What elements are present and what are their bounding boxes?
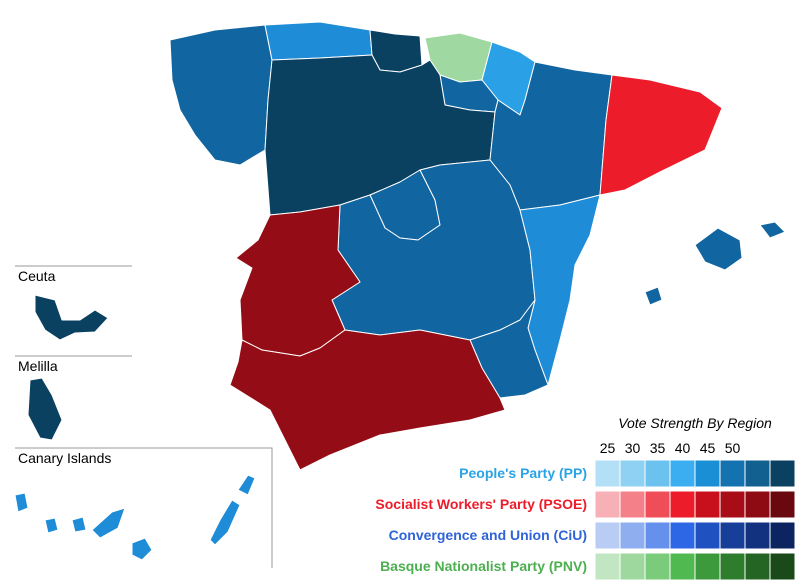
party-label: Basque Nationalist Party (PNV) bbox=[380, 558, 587, 574]
swatch bbox=[594, 459, 621, 488]
swatch bbox=[694, 521, 721, 550]
swatch bbox=[594, 490, 621, 519]
legend: 25 30 35 40 45 50 People's Party (PP) Socialist… bbox=[375, 440, 796, 580]
galicia bbox=[169, 24, 273, 166]
scale-label: 25 bbox=[600, 440, 616, 456]
melilla bbox=[27, 377, 63, 441]
scale-label: 50 bbox=[725, 440, 741, 456]
swatch bbox=[719, 552, 746, 580]
ibiza bbox=[644, 286, 663, 306]
swatch bbox=[619, 552, 646, 580]
swatch bbox=[619, 490, 646, 519]
swatch bbox=[769, 459, 796, 488]
swatch bbox=[769, 552, 796, 580]
mallorca bbox=[694, 227, 743, 271]
gran-canaria bbox=[131, 537, 153, 561]
swatch bbox=[744, 552, 771, 580]
canary-1 bbox=[14, 492, 29, 513]
andalusia bbox=[229, 329, 506, 471]
swatch bbox=[719, 459, 746, 488]
scale-label: 40 bbox=[675, 440, 691, 456]
canary-2 bbox=[44, 517, 59, 534]
party-label: People's Party (PP) bbox=[459, 465, 587, 481]
inset-label: Ceuta bbox=[18, 268, 56, 284]
swatch bbox=[644, 459, 671, 488]
regions bbox=[14, 21, 786, 568]
swatch bbox=[619, 459, 646, 488]
fuerteventura bbox=[209, 499, 241, 546]
tenerife bbox=[91, 507, 126, 539]
swatch bbox=[669, 521, 696, 550]
swatch bbox=[719, 490, 746, 519]
scale-label: 45 bbox=[700, 440, 716, 456]
swatch bbox=[669, 490, 696, 519]
scale-label: 35 bbox=[650, 440, 666, 456]
swatch bbox=[744, 521, 771, 550]
swatch bbox=[694, 459, 721, 488]
ceuta bbox=[34, 294, 109, 341]
swatch bbox=[669, 552, 696, 580]
party-label: Socialist Workers' Party (PSOE) bbox=[375, 496, 587, 512]
swatch bbox=[744, 490, 771, 519]
swatch bbox=[669, 459, 696, 488]
asturias bbox=[264, 21, 373, 61]
swatch bbox=[644, 552, 671, 580]
inset-border bbox=[15, 447, 273, 568]
inset-label: Canary Islands bbox=[18, 450, 111, 466]
lanzarote bbox=[237, 474, 256, 496]
swatch bbox=[619, 521, 646, 550]
canary-3 bbox=[71, 516, 87, 533]
swatch bbox=[694, 490, 721, 519]
swatch bbox=[644, 490, 671, 519]
swatch bbox=[594, 552, 621, 580]
swatch bbox=[644, 521, 671, 550]
swatch bbox=[594, 521, 621, 550]
swatch bbox=[694, 552, 721, 580]
inset-label: Melilla bbox=[18, 358, 58, 374]
party-label: Convergence and Union (CiU) bbox=[389, 527, 587, 543]
menorca bbox=[759, 221, 786, 239]
swatch bbox=[719, 521, 746, 550]
swatch bbox=[769, 490, 796, 519]
swatch bbox=[744, 459, 771, 488]
swatch bbox=[769, 521, 796, 550]
scale-label: 30 bbox=[625, 440, 641, 456]
catalonia bbox=[599, 74, 723, 196]
legend-title: Vote Strength By Region bbox=[618, 415, 772, 431]
